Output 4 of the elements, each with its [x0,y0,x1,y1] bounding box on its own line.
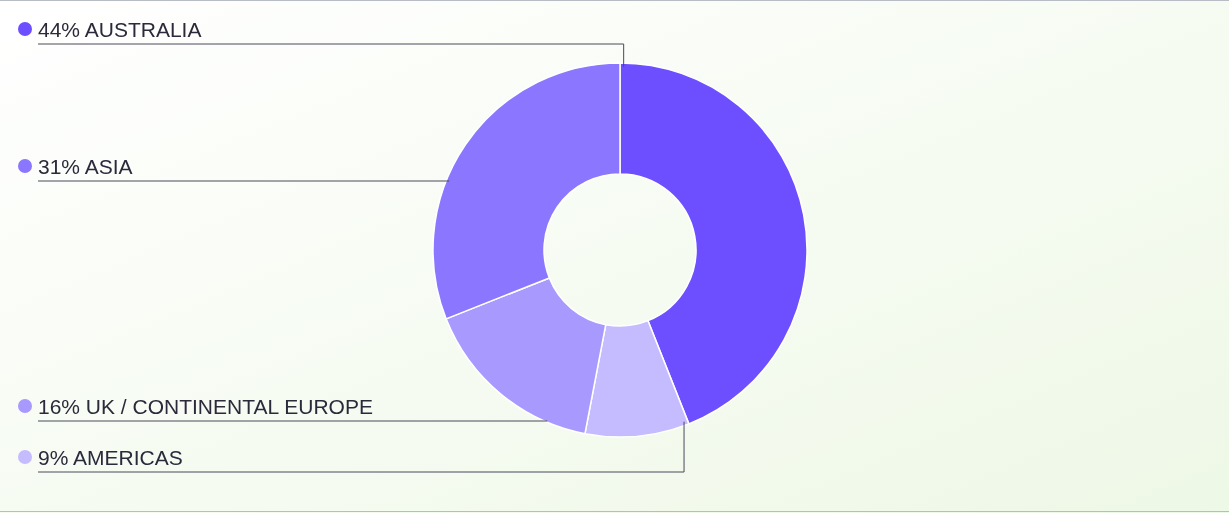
legend-label: 31% ASIA [38,155,133,178]
slice-label: 44% AUSTRALIA [38,18,202,41]
legend-label: 16% UK / CONTINENTAL EUROPE [38,395,373,418]
legend-label: 9% AMERICAS [38,446,183,469]
